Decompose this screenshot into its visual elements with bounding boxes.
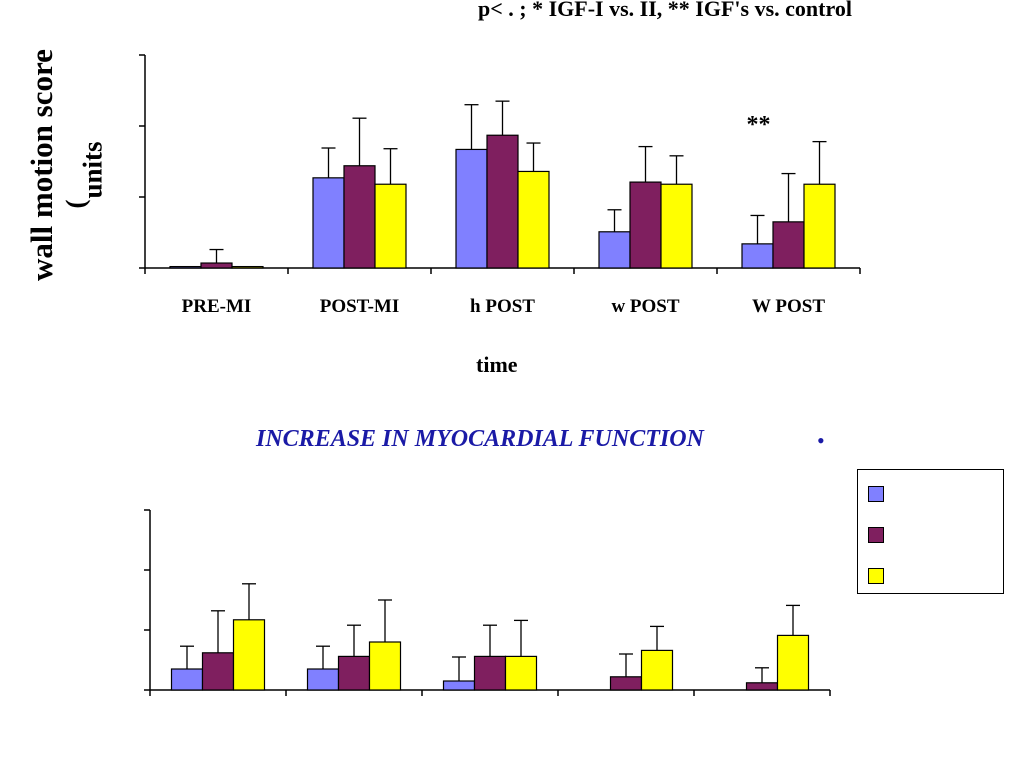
annotation-0: **: [747, 112, 771, 138]
bar-s3-c2: [368, 641, 402, 691]
bottom-bar-chart: [144, 509, 831, 696]
x-tick-label-1: PRE-MI: [182, 296, 252, 317]
bar-s2-c3: [473, 655, 507, 691]
bar-s3-c1: [232, 619, 266, 691]
headline-text: INCREASE IN MYOCARDIAL FUNCTION: [256, 426, 704, 452]
x-axis-label: time: [476, 352, 518, 377]
x-tick-label-3: h POST: [470, 296, 535, 317]
bar-s3-c5: [776, 634, 810, 691]
bar-s1-c5: [741, 243, 774, 269]
bar-s2-c5: [772, 221, 805, 269]
bar-s3-c2: [374, 183, 407, 269]
bar-s2-c2: [343, 165, 376, 269]
bar-s3-c1: [231, 265, 264, 269]
x-tick-label-5: W POST: [752, 296, 825, 317]
legend-swatch-series3: [868, 568, 884, 584]
bar-s3-c4: [660, 183, 693, 269]
bar-s1-c4: [598, 231, 631, 269]
bar-s2-c4: [629, 181, 662, 269]
bar-s3-c5: [803, 183, 836, 269]
legend-swatch-series1: [868, 486, 884, 502]
bar-s3-c3: [517, 170, 550, 269]
x-tick-label-2: POST-MI: [320, 296, 400, 317]
bar-s2-c2: [337, 655, 371, 691]
bar-s1-c2: [312, 177, 345, 269]
bar-s1-c1: [170, 668, 204, 691]
bar-s1-c3: [442, 680, 476, 691]
legend: [857, 469, 1004, 594]
bullet-marker: •: [817, 428, 825, 453]
significance-note: p< . ; * IGF-I vs. II, ** IGF's vs. cont…: [478, 0, 852, 21]
bar-s3-c4: [640, 649, 674, 691]
bar-s1-c1: [169, 265, 202, 269]
x-tick-label-4: w POST: [611, 296, 679, 317]
bar-s2-c1: [201, 652, 235, 691]
bar-s2-c4: [609, 676, 643, 691]
bar-s2-c1: [200, 262, 233, 269]
bar-s1-c3: [455, 148, 488, 269]
bar-s2-c5: [745, 682, 779, 691]
bar-s2-c3: [486, 134, 519, 269]
top-bar-chart: PRE-MI POST-MI h POST w POST W POST **: [139, 54, 861, 317]
legend-swatch-series2: [868, 527, 884, 543]
bar-s3-c3: [504, 655, 538, 691]
bar-s1-c2: [306, 668, 340, 691]
